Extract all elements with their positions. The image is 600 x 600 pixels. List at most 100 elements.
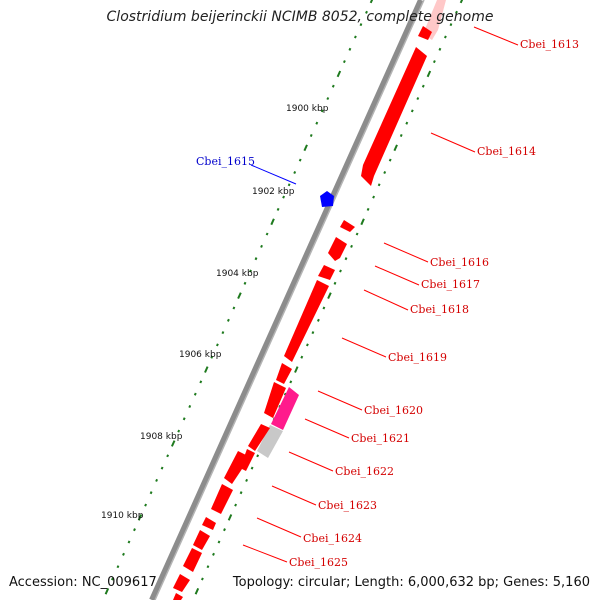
minor-tick [377,183,381,187]
minor-tick [217,540,221,544]
gene-label-cbei-1615[interactable]: Cbei_1615 [196,155,255,168]
minor-tick [348,47,352,51]
gene-arrow-cbei-1623[interactable] [224,451,250,484]
minor-tick [342,60,346,64]
kbp-tick-label: 1902 kbp [252,187,295,197]
gene-label-cbei-1625[interactable]: Cbei_1625 [289,556,348,569]
minor-tick [249,269,252,273]
gene-arrow-cbei-1624[interactable] [202,517,216,530]
minor-tick [405,121,409,125]
minor-tick [410,109,414,113]
minor-tick [316,318,320,322]
leader-line [317,390,363,411]
minor-tick [355,232,359,236]
gene-label-cbei-1616[interactable]: Cbei_1616 [430,256,489,269]
minor-tick [276,207,280,211]
gene-arrow-cbei-1621[interactable] [271,387,299,430]
minor-tick [421,84,425,88]
major-tick [137,514,143,521]
gene-label-cbei-1622[interactable]: Cbei_1622 [335,465,394,478]
gene-arrow-cbei-1622[interactable] [248,424,270,451]
leader-line [430,132,476,153]
minor-tick [359,23,363,27]
leader-line [271,485,317,506]
minor-tick [443,35,447,39]
gene-label-cbei-1619[interactable]: Cbei_1619 [388,351,447,364]
major-tick [360,218,365,226]
gene-arrow-cbei-1619[interactable] [284,280,329,362]
leader-line [242,544,288,563]
minor-tick [239,491,243,495]
gene-arrow-cbei-1625[interactable] [183,548,202,572]
minor-tick [282,195,286,199]
minor-tick [399,134,403,137]
minor-tick [212,552,215,556]
kbp-tick-label: 1910 kbp [101,511,144,521]
minor-tick [432,60,436,64]
minor-tick [416,97,420,101]
minor-tick [350,244,353,248]
gene-label-cbei-1623[interactable]: Cbei_1623 [318,499,377,512]
gene-arrow-cbei-1620b[interactable] [264,382,286,418]
leader-line [250,164,297,185]
gene-arrow-cbei-1615[interactable] [320,191,334,207]
minor-tick [305,343,309,347]
gene-arrow-cbei-1613-end[interactable] [418,26,432,40]
minor-tick [245,478,249,482]
minor-tick [309,134,313,137]
minor-tick [250,466,254,470]
minor-tick [283,392,287,396]
minor-tick [254,257,258,261]
minor-tick [353,35,357,39]
gene-arrow-cbei-1621-gray[interactable] [257,425,283,458]
gene-arrow-cbei-1620[interactable] [276,363,292,384]
genome-backbone-highlight [154,0,425,600]
minor-tick [149,491,153,495]
gene-arrow-cbei-1625b[interactable] [173,574,190,592]
gene-label-cbei-1613[interactable]: Cbei_1613 [520,38,579,51]
minor-tick [110,577,114,581]
gene-arrow-cbei-1624b[interactable] [193,530,210,550]
minor-tick [449,23,453,27]
major-tick [204,366,209,373]
gene-label-cbei-1617[interactable]: Cbei_1617 [421,278,480,291]
gene-label-cbei-1621[interactable]: Cbei_1621 [351,432,410,445]
label-leader-lines [242,26,519,563]
major-tick [303,144,308,152]
leader-line [374,265,420,286]
major-tick [336,70,342,78]
gene-arrow-cbei-1616[interactable] [340,220,355,232]
gene-arrow-cbei-1623b[interactable] [211,484,233,514]
minor-tick [221,331,225,335]
gene-label-cbei-1618[interactable]: Cbei_1618 [410,303,469,316]
inner-tick-ring [104,0,374,595]
minor-tick [160,466,164,470]
minor-tick [177,429,181,433]
kbp-tick-label: 1908 kbp [140,432,183,442]
minor-tick [127,540,131,544]
genome-backbone [149,0,424,600]
gene-label-cbei-1624[interactable]: Cbei_1624 [303,532,362,545]
gene-arrow-cbei-1614[interactable] [361,47,427,186]
minor-tick [322,306,326,310]
minor-tick [293,170,297,175]
leader-line [288,451,334,472]
gene-labels: Cbei_1613 Cbei_1614 Cbei_1615 Cbei_1616 … [196,38,579,569]
major-tick [369,0,374,4]
minor-tick [344,257,348,261]
minor-tick [155,478,159,482]
minor-tick [144,503,148,507]
gene-arrow-cbei-1618[interactable] [318,265,335,280]
gene-label-cbei-1614[interactable]: Cbei_1614 [477,145,536,158]
minor-tick [315,121,319,125]
minor-tick [287,183,291,187]
kbp-scale: 1900 kbp 1902 kbp 1904 kbp 1906 kbp 1908… [101,104,329,521]
minor-tick [232,306,236,310]
gene-arrow-cbei-1617[interactable] [328,237,347,261]
leader-line [363,289,409,311]
gene-arrow-cbei-tail[interactable] [173,593,183,600]
gene-label-cbei-1620[interactable]: Cbei_1620 [364,404,423,417]
minor-tick [388,158,392,162]
minor-tick [166,454,170,458]
